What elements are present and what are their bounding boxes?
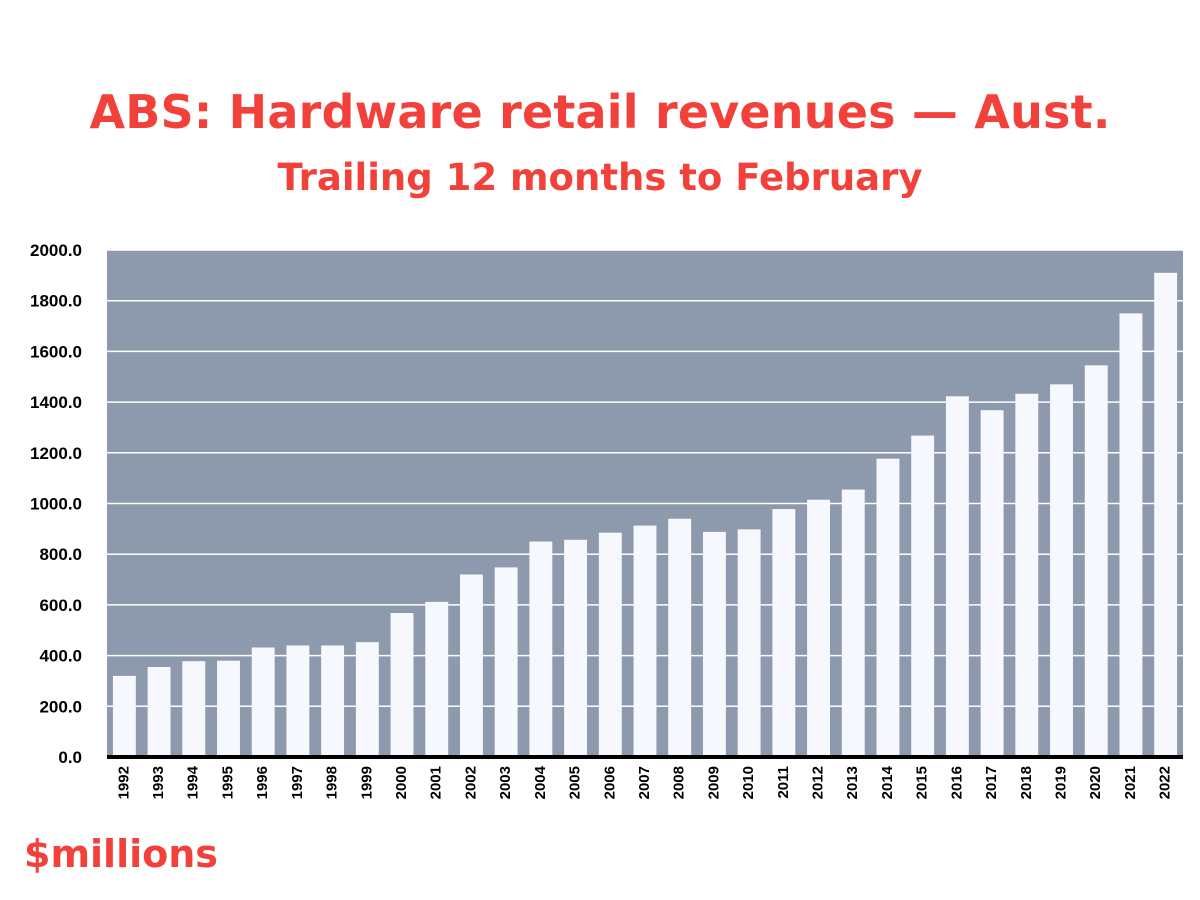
y-tick-label: 0.0 bbox=[58, 748, 82, 767]
chart-subtitle: Trailing 12 months to February bbox=[277, 156, 923, 199]
bar-1998 bbox=[321, 645, 345, 757]
bar-2009 bbox=[702, 531, 726, 757]
bar-2016 bbox=[945, 396, 969, 757]
x-tick-label: 1994 bbox=[185, 765, 202, 799]
x-tick-label: 1995 bbox=[219, 766, 236, 799]
bar-2003 bbox=[494, 567, 518, 757]
bar-2007 bbox=[633, 525, 657, 757]
x-tick-label: 2021 bbox=[1122, 766, 1139, 799]
bar-2015 bbox=[911, 435, 935, 757]
x-tick-label: 1992 bbox=[115, 766, 132, 799]
x-tick-label: 1996 bbox=[254, 766, 271, 799]
y-tick-label: 1800.0 bbox=[30, 292, 82, 311]
bar-1994 bbox=[182, 661, 206, 757]
x-tick-label: 2001 bbox=[428, 766, 445, 799]
x-tick-label: 2011 bbox=[775, 766, 792, 799]
x-tick-label: 2005 bbox=[567, 766, 584, 799]
y-tick-label: 800.0 bbox=[39, 545, 82, 564]
y-axis-unit-label: $millions bbox=[24, 832, 218, 876]
y-tick-label: 1000.0 bbox=[30, 495, 82, 514]
x-axis-tick-labels: 1992 1993 1994 1995 1996 1997 1998 1999 2000 2001… bbox=[115, 765, 1173, 799]
x-tick-label: 2022 bbox=[1157, 766, 1174, 799]
y-tick-label: 1200.0 bbox=[30, 444, 82, 463]
x-tick-label: 2008 bbox=[671, 766, 688, 799]
x-tick-label: 1997 bbox=[289, 766, 306, 799]
x-tick-label: 2019 bbox=[1052, 766, 1069, 799]
x-tick-label: 2003 bbox=[497, 766, 514, 799]
x-tick-label: 1993 bbox=[150, 766, 167, 799]
y-tick-label: 600.0 bbox=[39, 596, 82, 615]
bar-2006 bbox=[598, 532, 622, 757]
bar-1992 bbox=[112, 675, 136, 757]
bar-2005 bbox=[564, 539, 588, 757]
x-tick-label: 2009 bbox=[705, 766, 722, 799]
bar-1996 bbox=[251, 647, 275, 757]
bar-2022 bbox=[1154, 272, 1178, 757]
x-tick-label: 2013 bbox=[844, 766, 861, 799]
bar-1997 bbox=[286, 645, 310, 757]
bar-2021 bbox=[1119, 313, 1143, 757]
y-tick-label: 1600.0 bbox=[30, 342, 82, 361]
x-tick-label: 2018 bbox=[1018, 766, 1035, 799]
bar-1993 bbox=[147, 667, 171, 757]
x-tick-label: 1999 bbox=[358, 766, 375, 799]
bar-2013 bbox=[841, 489, 865, 757]
bar-2012 bbox=[807, 499, 831, 757]
x-tick-label: 1998 bbox=[324, 766, 341, 799]
x-tick-label: 2004 bbox=[532, 765, 549, 799]
bars bbox=[112, 272, 1178, 757]
y-tick-label: 2000.0 bbox=[30, 241, 82, 260]
y-tick-label: 400.0 bbox=[39, 647, 82, 666]
bar-2014 bbox=[876, 458, 900, 757]
y-tick-label: 200.0 bbox=[39, 697, 82, 716]
x-tick-label: 2020 bbox=[1087, 766, 1104, 799]
bar-2004 bbox=[529, 541, 553, 757]
bar-2008 bbox=[668, 518, 692, 757]
bar-2017 bbox=[980, 410, 1004, 757]
bar-2001 bbox=[425, 601, 449, 757]
bar-1995 bbox=[217, 660, 240, 757]
chart-title: ABS: Hardware retail revenues — Aust. bbox=[89, 85, 1111, 139]
bar-2011 bbox=[772, 509, 796, 757]
bar-2019 bbox=[1050, 384, 1073, 757]
x-tick-label: 2014 bbox=[879, 765, 896, 799]
bar-2020 bbox=[1084, 365, 1108, 757]
x-tick-label: 2000 bbox=[393, 766, 410, 799]
x-tick-label: 2017 bbox=[983, 766, 1000, 799]
y-tick-label: 1400.0 bbox=[30, 393, 82, 412]
x-tick-label: 2002 bbox=[462, 766, 479, 799]
bar-2000 bbox=[390, 613, 414, 757]
x-tick-label: 2012 bbox=[810, 766, 827, 799]
bar-2018 bbox=[1015, 393, 1039, 757]
x-tick-label: 2007 bbox=[636, 766, 653, 799]
bar-2010 bbox=[737, 529, 761, 757]
y-axis-tick-labels: 0.0 200.0 400.0 600.0 800.0 1000.0 1200.0 1400.… bbox=[30, 241, 82, 767]
bar-1999 bbox=[355, 642, 379, 757]
x-tick-label: 2015 bbox=[914, 766, 931, 799]
x-tick-label: 2010 bbox=[740, 766, 757, 799]
bar-2002 bbox=[459, 574, 483, 757]
x-tick-label: 2006 bbox=[601, 766, 618, 799]
x-tick-label: 2016 bbox=[948, 766, 965, 799]
